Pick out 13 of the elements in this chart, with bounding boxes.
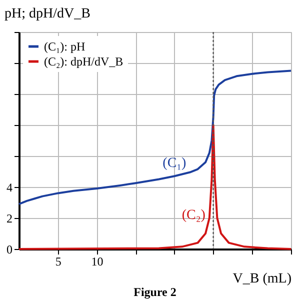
x-axis-title: V_B (mL)	[232, 272, 292, 286]
y-tick-label: 2	[6, 212, 12, 226]
y-tick-label: 0	[6, 242, 12, 256]
legend-label: (C₂): dpH/dV_B	[44, 54, 124, 68]
annotation: (C₁)	[162, 156, 187, 172]
legend-label: (C₁): pH	[44, 40, 86, 54]
caption: Figure 2	[134, 285, 176, 299]
line-series	[18, 70, 292, 206]
x-tick-label: 5	[55, 254, 62, 268]
annotation: (C₂)	[182, 208, 206, 223]
y-tick-label: 4	[6, 180, 12, 194]
x-tick-label: 10	[91, 254, 104, 268]
y-axis-title: pH; dpH/dV_B	[4, 6, 90, 22]
